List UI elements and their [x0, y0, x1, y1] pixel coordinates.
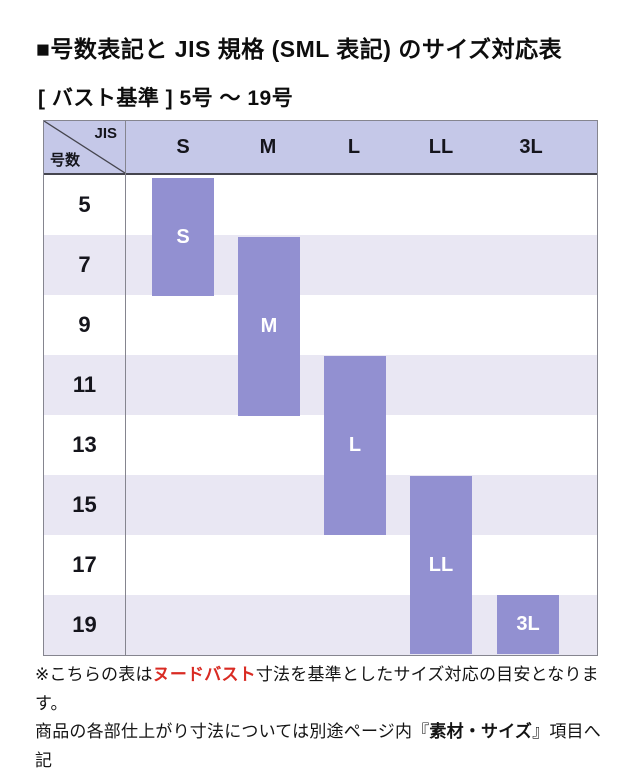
- size-bar-s: S: [152, 178, 214, 296]
- row-number: 11: [72, 372, 97, 397]
- row-number: 9: [78, 312, 91, 337]
- row-number: 19: [72, 612, 97, 637]
- table-body: 5 7 9 11 13 15 17 19: [44, 175, 597, 655]
- nude-bust-highlight: ヌードバスト: [152, 665, 256, 684]
- footnote-text: 寸法を基準としたサイズ対応の目安となります。: [35, 665, 599, 713]
- table-row-13: 13: [44, 415, 597, 475]
- row-number: 7: [78, 252, 91, 277]
- footnote-line-1: ※こちらの表はヌードバスト寸法を基準としたサイズ対応の目安となります。: [35, 661, 617, 718]
- footnote-text: 』項目へ記: [35, 722, 601, 768]
- table-header-row: JIS 号数 S M L LL 3L: [44, 121, 597, 175]
- corner-label-jis: JIS: [94, 125, 117, 142]
- size-bar-ll: LL: [410, 476, 472, 654]
- row-number: 17: [72, 552, 97, 577]
- table-row-7: 7: [44, 235, 597, 295]
- bar-label: LL: [428, 553, 454, 576]
- column-header-ll: LL: [428, 135, 454, 158]
- bar-label: 3L: [516, 613, 540, 635]
- diagonal-line-icon: [44, 121, 125, 173]
- row-number: 15: [72, 492, 97, 517]
- footnote-text: 商品の各部仕上がり寸法については別途ページ内『: [35, 722, 430, 741]
- size-bar-m: M: [238, 237, 300, 416]
- page-title: ■号数表記と JIS 規格 (SML 表記) のサイズ対応表: [36, 36, 563, 62]
- table-row-9: 9: [44, 295, 597, 355]
- size-bar-l: L: [324, 356, 386, 535]
- column-header-l: L: [347, 135, 361, 158]
- column-header-s: S: [176, 135, 190, 158]
- size-correspondence-table: JIS 号数 S M L LL 3L 5 7 9 11 13 15 17 19 …: [43, 120, 598, 656]
- row-number: 13: [72, 432, 97, 457]
- column-divider-line: [125, 121, 126, 655]
- column-header-m: M: [259, 135, 277, 158]
- column-header-3l: 3L: [519, 135, 543, 158]
- table-row-15: 15: [44, 475, 597, 535]
- corner-cell: JIS 号数: [44, 121, 125, 173]
- footnote-line-2: 商品の各部仕上がり寸法については別途ページ内『素材・サイズ』項目へ記: [35, 718, 617, 768]
- bar-label: L: [348, 434, 362, 456]
- table-row-5: 5: [44, 175, 597, 235]
- size-bar-3l: 3L: [497, 595, 559, 654]
- bar-label: M: [260, 315, 278, 337]
- row-number: 5: [78, 192, 91, 217]
- table-row-17: 17: [44, 535, 597, 595]
- table-row-11: 11: [44, 355, 597, 415]
- corner-label-gosu: 号数: [50, 152, 81, 169]
- footnote: ※こちらの表はヌードバスト寸法を基準としたサイズ対応の目安となります。 商品の各…: [35, 661, 617, 768]
- bar-label: S: [176, 225, 190, 248]
- material-size-highlight: 素材・サイズ: [429, 722, 533, 741]
- page-subtitle: [ バスト基準 ] 5号 ～ 19号: [38, 87, 294, 110]
- footnote-text: ※こちらの表は: [35, 665, 153, 684]
